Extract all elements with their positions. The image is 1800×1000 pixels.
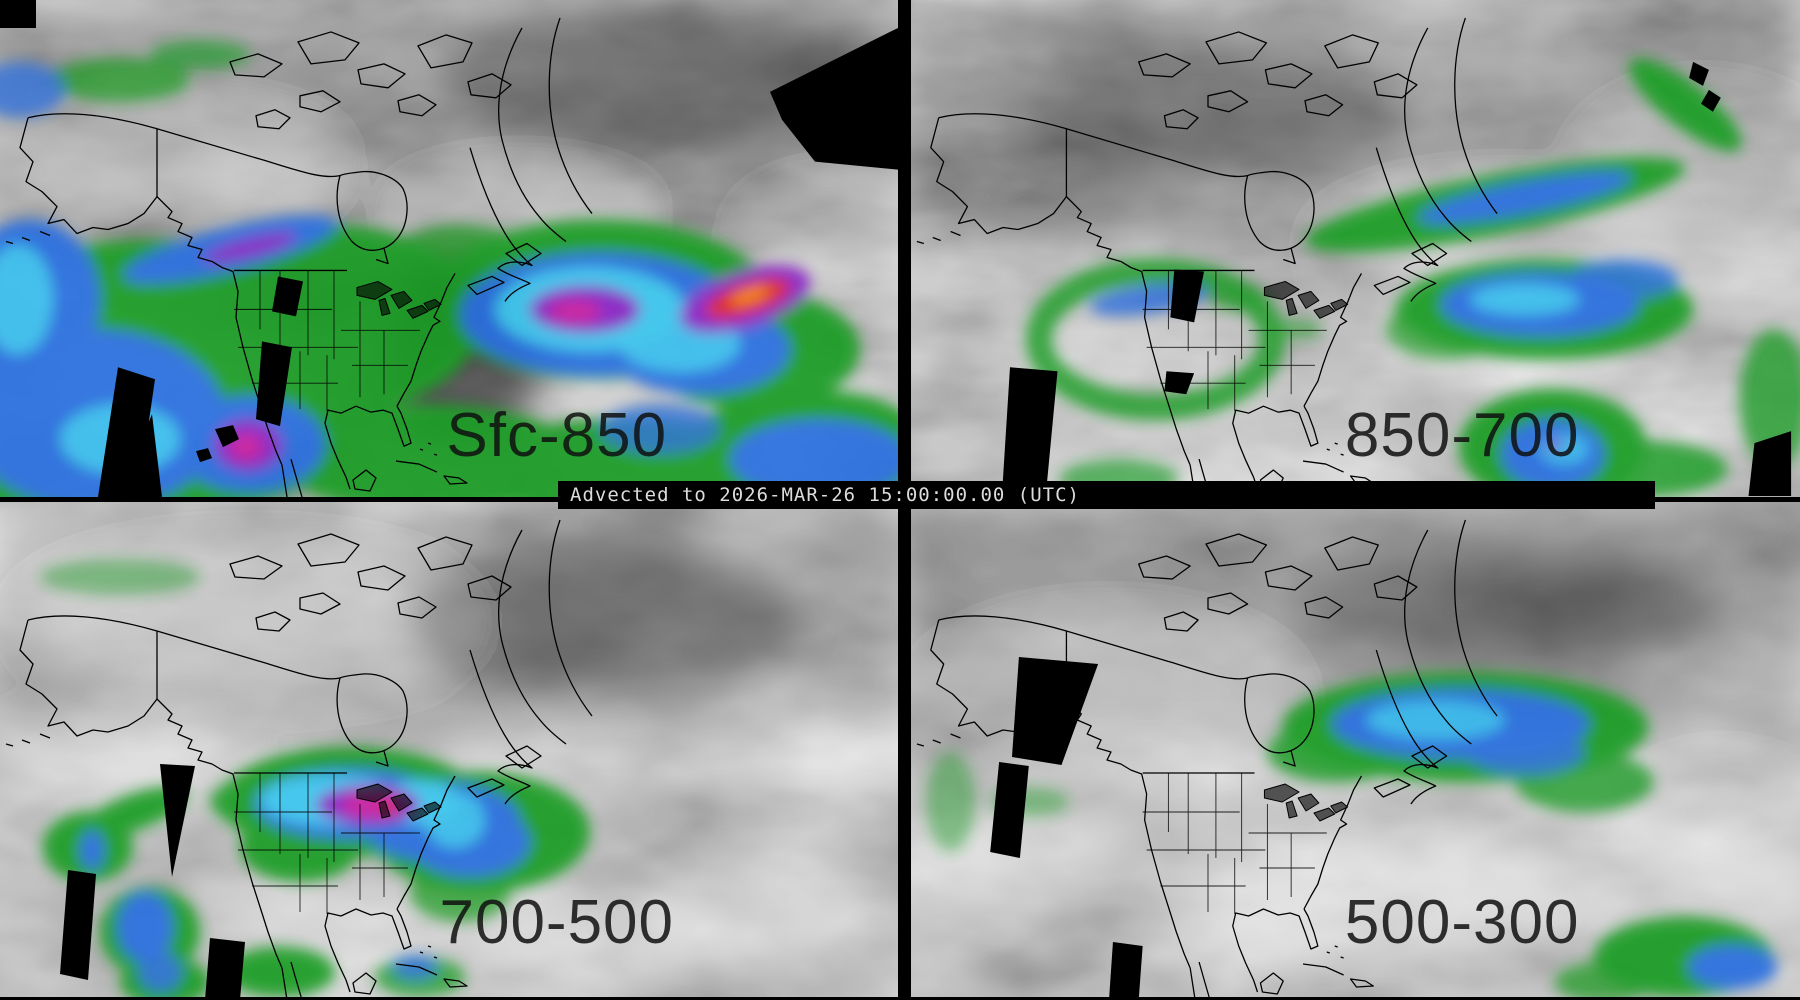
data-gap-overlay xyxy=(990,657,1143,1000)
data-gap-overlay xyxy=(1002,61,1792,497)
cloud-shading xyxy=(0,502,898,982)
panel-850-700: 850-700 xyxy=(911,0,1800,497)
moisture-overlay xyxy=(1025,58,1800,497)
panel-sfc-850: Sfc-850 xyxy=(0,0,898,497)
panel-500-300: 500-300 xyxy=(911,502,1800,1000)
water-vapor-map-850-700 xyxy=(911,0,1800,497)
data-gap-overlay xyxy=(60,764,245,1000)
water-vapor-map-500-300 xyxy=(911,502,1800,1000)
moisture-overlay xyxy=(40,559,590,1000)
bottom-edge-bar xyxy=(0,997,1800,1000)
moisture-overlay xyxy=(925,672,1778,1000)
water-vapor-map-sfc-850 xyxy=(0,0,898,497)
water-vapor-map-700-500 xyxy=(0,502,898,1000)
data-gap-overlay xyxy=(98,27,898,497)
advection-time-banner: Advected to 2026-MAR-26 15:00:00.00 (UTC… xyxy=(558,481,1655,509)
panel-700-500: 700-500 xyxy=(0,502,898,1000)
corner-data-gap xyxy=(0,0,36,28)
advection-time-text: Advected to 2026-MAR-26 15:00:00.00 (UTC… xyxy=(570,484,1080,506)
